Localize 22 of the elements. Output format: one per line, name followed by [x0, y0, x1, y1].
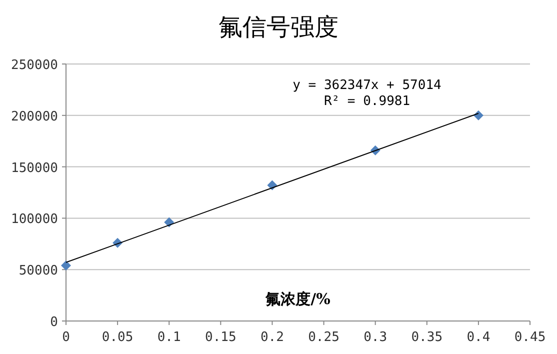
point [61, 260, 71, 270]
x-tick-label: 0.1 [157, 330, 181, 345]
y-tick-label: 0 [50, 315, 58, 330]
x-tick-label: 0.35 [411, 330, 443, 345]
y-tick-label: 150000 [11, 160, 58, 176]
x-tick-label: 0.4 [466, 330, 490, 345]
x-tick-label: 0.25 [308, 330, 340, 345]
y-tick-label: 200000 [11, 109, 58, 124]
x-tick-label: 0.2 [260, 330, 284, 345]
annotation: R² = 0.9981 [324, 94, 410, 109]
x-tick-label: 0.05 [102, 330, 134, 345]
x-axis-title: 氟浓度/% [264, 290, 330, 308]
y-tick-label: 50000 [18, 264, 58, 279]
chart-title: 氟信号强度 [218, 13, 338, 41]
point [473, 110, 484, 120]
y-tick-label: 250000 [11, 58, 58, 73]
annotation: y = 362347x + 57014 [292, 78, 442, 93]
x-tick-label: 0 [62, 330, 70, 345]
x-tick-label: 0.15 [205, 330, 236, 345]
x-tick-label: 0.3 [364, 330, 388, 345]
x-tick-label: 0.45 [514, 330, 546, 345]
y-tick-label: 100000 [11, 212, 58, 228]
